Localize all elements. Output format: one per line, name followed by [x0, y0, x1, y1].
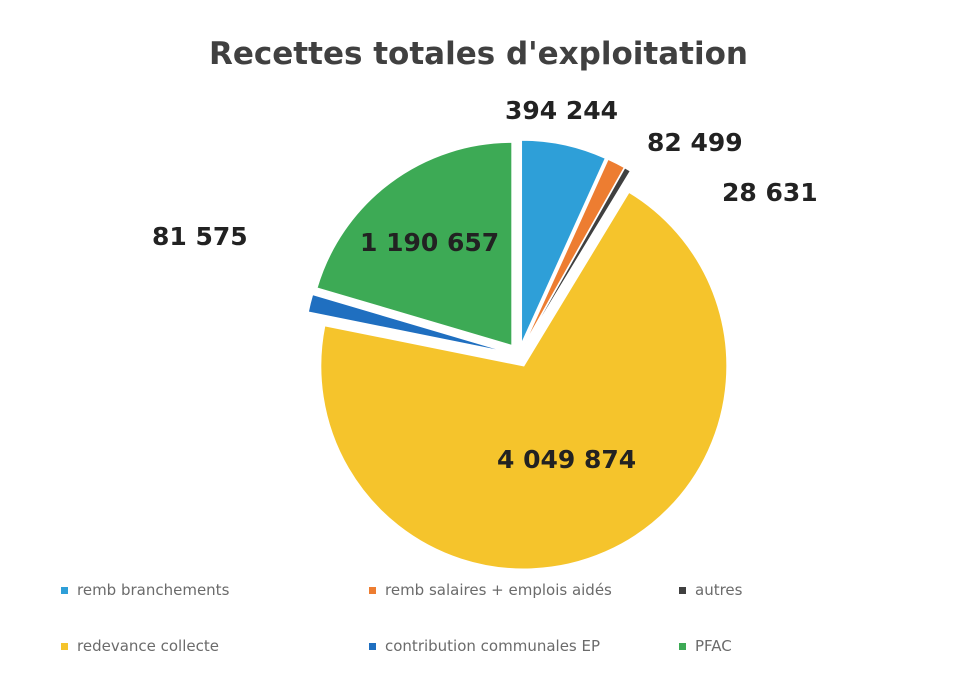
legend-item-autres: autres — [679, 581, 742, 599]
legend-swatch-pfac — [679, 642, 686, 650]
pie-slice-5 — [316, 141, 513, 347]
legend-swatch-redevance-collecte — [61, 642, 68, 650]
legend-item-remb-branchements: remb branchements — [61, 581, 229, 599]
data-label-pfac: 1 190 657 — [360, 228, 500, 257]
legend-label: autres — [695, 581, 743, 599]
legend-label: PFAC — [695, 637, 732, 655]
legend-label: contribution communales EP — [385, 637, 601, 655]
legend-item-contribution-communales: contribution communales EP — [369, 637, 600, 655]
legend-swatch-remb-salaires — [369, 586, 376, 594]
data-label-remb-salaires: 82 499 — [647, 128, 743, 157]
legend-label: redevance collecte — [77, 637, 219, 655]
legend-label: remb salaires + emplois aidés — [385, 581, 612, 599]
data-label-contribution-communales: 81 575 — [152, 222, 248, 251]
legend-item-redevance-collecte: redevance collecte — [61, 637, 219, 655]
pie-slice-4 — [307, 294, 508, 353]
pie-slice-2 — [524, 167, 631, 345]
pie-slice-1 — [523, 158, 625, 345]
chart-title: Recettes totales d'exploitation — [209, 36, 748, 72]
legend-swatch-remb-branchements — [61, 586, 68, 594]
legend-swatch-contribution-communales — [369, 642, 376, 650]
legend-label: remb branchements — [77, 581, 230, 599]
pie-slice-0 — [521, 139, 606, 344]
data-label-autres: 28 631 — [722, 178, 818, 207]
legend-swatch-autres — [679, 586, 686, 594]
pie-slice-3 — [320, 191, 728, 570]
legend-item-pfac: PFAC — [679, 637, 732, 655]
data-label-remb-branchements: 394 244 — [505, 96, 619, 125]
data-label-redevance-collecte: 4 049 874 — [497, 445, 637, 474]
legend-item-remb-salaires: remb salaires + emplois aidés — [369, 581, 612, 599]
